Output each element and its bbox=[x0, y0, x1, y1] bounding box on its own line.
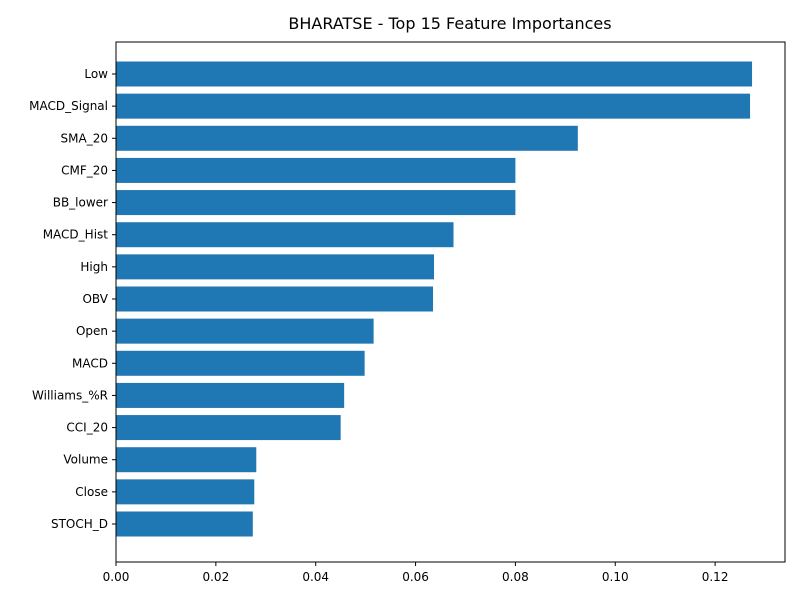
x-tick-label: 0.08 bbox=[502, 570, 529, 584]
y-tick-label: SMA_20 bbox=[61, 131, 108, 145]
bar-obv bbox=[116, 286, 434, 312]
x-tick-label: 0.12 bbox=[702, 570, 729, 584]
bar-macd-hist bbox=[116, 222, 454, 248]
y-tick-label: CCI_20 bbox=[66, 421, 108, 435]
y-tick-label: OBV bbox=[82, 292, 108, 306]
bar-macd bbox=[116, 350, 365, 376]
y-tick-label: BB_lower bbox=[53, 196, 108, 210]
x-tick-label: 0.00 bbox=[103, 570, 130, 584]
plot-frame bbox=[115, 41, 786, 563]
bar-sma-20 bbox=[116, 125, 578, 151]
bar-high bbox=[116, 254, 435, 280]
bar-low bbox=[116, 61, 753, 87]
bar-macd-signal bbox=[116, 93, 751, 119]
bar-volume bbox=[116, 447, 257, 473]
y-tick-label: MACD_Signal bbox=[29, 99, 108, 113]
y-tick-label: Close bbox=[75, 485, 108, 499]
bar-open bbox=[116, 318, 374, 344]
y-tick-label: Williams_%R bbox=[32, 388, 108, 402]
y-tick-label: CMF_20 bbox=[61, 163, 108, 177]
y-tick-label: MACD_Hist bbox=[43, 228, 109, 242]
chart-title: BHARATSE - Top 15 Feature Importances bbox=[288, 14, 611, 33]
y-tick-label: MACD bbox=[72, 356, 108, 370]
bar-cci-20 bbox=[116, 415, 341, 441]
bar-cmf-20 bbox=[116, 157, 516, 183]
y-tick-label: Low bbox=[84, 67, 108, 81]
x-tick-label: 0.02 bbox=[202, 570, 229, 584]
y-tick-label: Open bbox=[76, 324, 108, 338]
y-tick-label: STOCH_D bbox=[51, 517, 108, 531]
x-tick-label: 0.10 bbox=[602, 570, 629, 584]
axes-layer: Low MACD_Signal SMA_20 CMF_20 BB_lower MACD_H… bbox=[29, 41, 786, 584]
bar-bb-lower bbox=[116, 190, 516, 216]
bar-williams-r bbox=[116, 382, 345, 408]
y-tick-label: High bbox=[80, 260, 108, 274]
x-tick-label: 0.04 bbox=[302, 570, 329, 584]
bars-layer bbox=[116, 61, 753, 537]
bar-close bbox=[116, 479, 255, 505]
x-tick-label: 0.06 bbox=[402, 570, 429, 584]
bar-stoch-d bbox=[116, 511, 253, 537]
y-tick-label: Volume bbox=[63, 453, 108, 467]
